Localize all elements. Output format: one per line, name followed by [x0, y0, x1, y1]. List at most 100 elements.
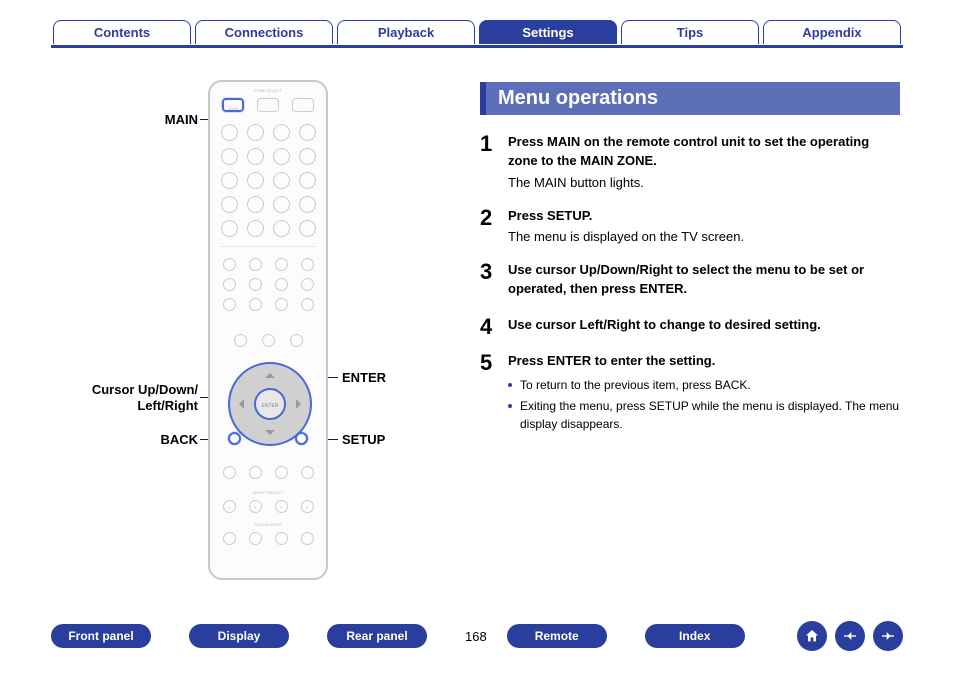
step-title: Press MAIN on the remote control unit to…	[508, 133, 900, 171]
home-icon	[804, 628, 820, 644]
remote-button	[273, 196, 290, 213]
step-number: 3	[480, 261, 508, 302]
callout-setup: SETUP	[342, 432, 385, 447]
remote-button	[301, 298, 314, 311]
prev-page-button[interactable]	[835, 621, 865, 651]
page-number: 168	[465, 629, 487, 644]
instructions-column: Menu operations 1 Press MAIN on the remo…	[480, 82, 900, 451]
remote-button	[247, 220, 264, 237]
remote-button	[247, 124, 264, 141]
remote-button	[275, 532, 288, 545]
remote-button	[223, 278, 236, 291]
tab-settings[interactable]: Settings	[479, 20, 617, 44]
tab-connections[interactable]: Connections	[195, 20, 333, 44]
step-subtext: The MAIN button lights.	[508, 174, 900, 193]
remote-button	[273, 172, 290, 189]
remote-button	[247, 196, 264, 213]
step-number: 5	[480, 352, 508, 437]
remote-button	[249, 532, 262, 545]
remote-button	[262, 334, 275, 347]
remote-button	[292, 98, 314, 112]
remote-smart-select-label: SMART SELECT	[210, 490, 326, 495]
remote-sound-mode-label: SOUND MODE	[210, 522, 326, 527]
remote-button	[273, 148, 290, 165]
remote-button	[249, 298, 262, 311]
step-number: 4	[480, 316, 508, 338]
step-title: Use cursor Left/Right to change to desir…	[508, 316, 900, 335]
remote-enter-button: ENTER	[254, 388, 286, 420]
remote-button	[275, 466, 288, 479]
remote-button	[221, 220, 238, 237]
remote-button	[247, 148, 264, 165]
step-1: 1 Press MAIN on the remote control unit …	[480, 133, 900, 193]
remote-button	[223, 298, 236, 311]
remote-button	[301, 258, 314, 271]
cursor-up-icon	[265, 368, 275, 378]
remote-back-button	[228, 432, 241, 445]
remote-button	[234, 334, 247, 347]
link-display[interactable]: Display	[189, 624, 289, 648]
remote-button	[275, 258, 288, 271]
remote-button	[249, 466, 262, 479]
remote-button	[301, 466, 314, 479]
tab-playback[interactable]: Playback	[337, 20, 475, 44]
remote-button	[247, 172, 264, 189]
remote-button	[257, 98, 279, 112]
remote-button	[290, 334, 303, 347]
remote-button	[221, 148, 238, 165]
step-4: 4 Use cursor Left/Right to change to des…	[480, 316, 900, 338]
remote-button	[221, 196, 238, 213]
remote-button	[299, 124, 316, 141]
callout-cursor: Cursor Up/Down/ Left/Right	[30, 382, 198, 415]
remote-top-label: ZONE SELECT	[210, 88, 326, 93]
remote-button	[223, 532, 236, 545]
step-subtext: The menu is displayed on the TV screen.	[508, 228, 900, 247]
remote-button	[299, 196, 316, 213]
remote-setup-button	[295, 432, 308, 445]
step-title: Use cursor Up/Down/Right to select the m…	[508, 261, 900, 299]
home-button[interactable]	[797, 621, 827, 651]
tab-appendix[interactable]: Appendix	[763, 20, 901, 44]
step-bullet: Exiting the menu, press SETUP while the …	[508, 398, 900, 433]
tab-contents[interactable]: Contents	[53, 20, 191, 44]
remote-button	[223, 466, 236, 479]
step-title: Press SETUP.	[508, 207, 900, 226]
remote-button	[223, 258, 236, 271]
remote-button	[221, 172, 238, 189]
remote-button: 1	[223, 500, 236, 513]
remote-button: 2	[249, 500, 262, 513]
link-front-panel[interactable]: Front panel	[51, 624, 151, 648]
remote-diagram: MAIN ENTER Cursor Up/Down/ Left/Right BA…	[60, 80, 460, 600]
remote-button	[299, 148, 316, 165]
cursor-left-icon	[234, 399, 244, 409]
section-title: Menu operations	[480, 82, 900, 115]
remote-main-button: MAIN	[222, 98, 244, 112]
remote-button: 4	[301, 500, 314, 513]
step-3: 3 Use cursor Up/Down/Right to select the…	[480, 261, 900, 302]
remote-button	[221, 124, 238, 141]
remote-button	[273, 124, 290, 141]
next-page-button[interactable]	[873, 621, 903, 651]
remote-button	[301, 278, 314, 291]
tab-tips[interactable]: Tips	[621, 20, 759, 44]
step-bullet: To return to the previous item, press BA…	[508, 377, 900, 394]
remote-separator	[220, 246, 316, 247]
step-2: 2 Press SETUP. The menu is displayed on …	[480, 207, 900, 248]
step-number: 2	[480, 207, 508, 248]
remote-button	[275, 298, 288, 311]
step-5: 5 Press ENTER to enter the setting. To r…	[480, 352, 900, 437]
remote-button	[299, 172, 316, 189]
remote-button	[249, 258, 262, 271]
remote-button	[273, 220, 290, 237]
step-number: 1	[480, 133, 508, 193]
arrow-right-icon	[880, 628, 896, 644]
link-index[interactable]: Index	[645, 624, 745, 648]
cursor-right-icon	[296, 399, 306, 409]
remote-button	[275, 278, 288, 291]
link-remote[interactable]: Remote	[507, 624, 607, 648]
remote-button: 3	[275, 500, 288, 513]
callout-main: MAIN	[60, 112, 198, 127]
callout-enter: ENTER	[342, 370, 386, 385]
bottom-nav: Front panel Display Rear panel 168 Remot…	[51, 621, 903, 651]
link-rear-panel[interactable]: Rear panel	[327, 624, 427, 648]
